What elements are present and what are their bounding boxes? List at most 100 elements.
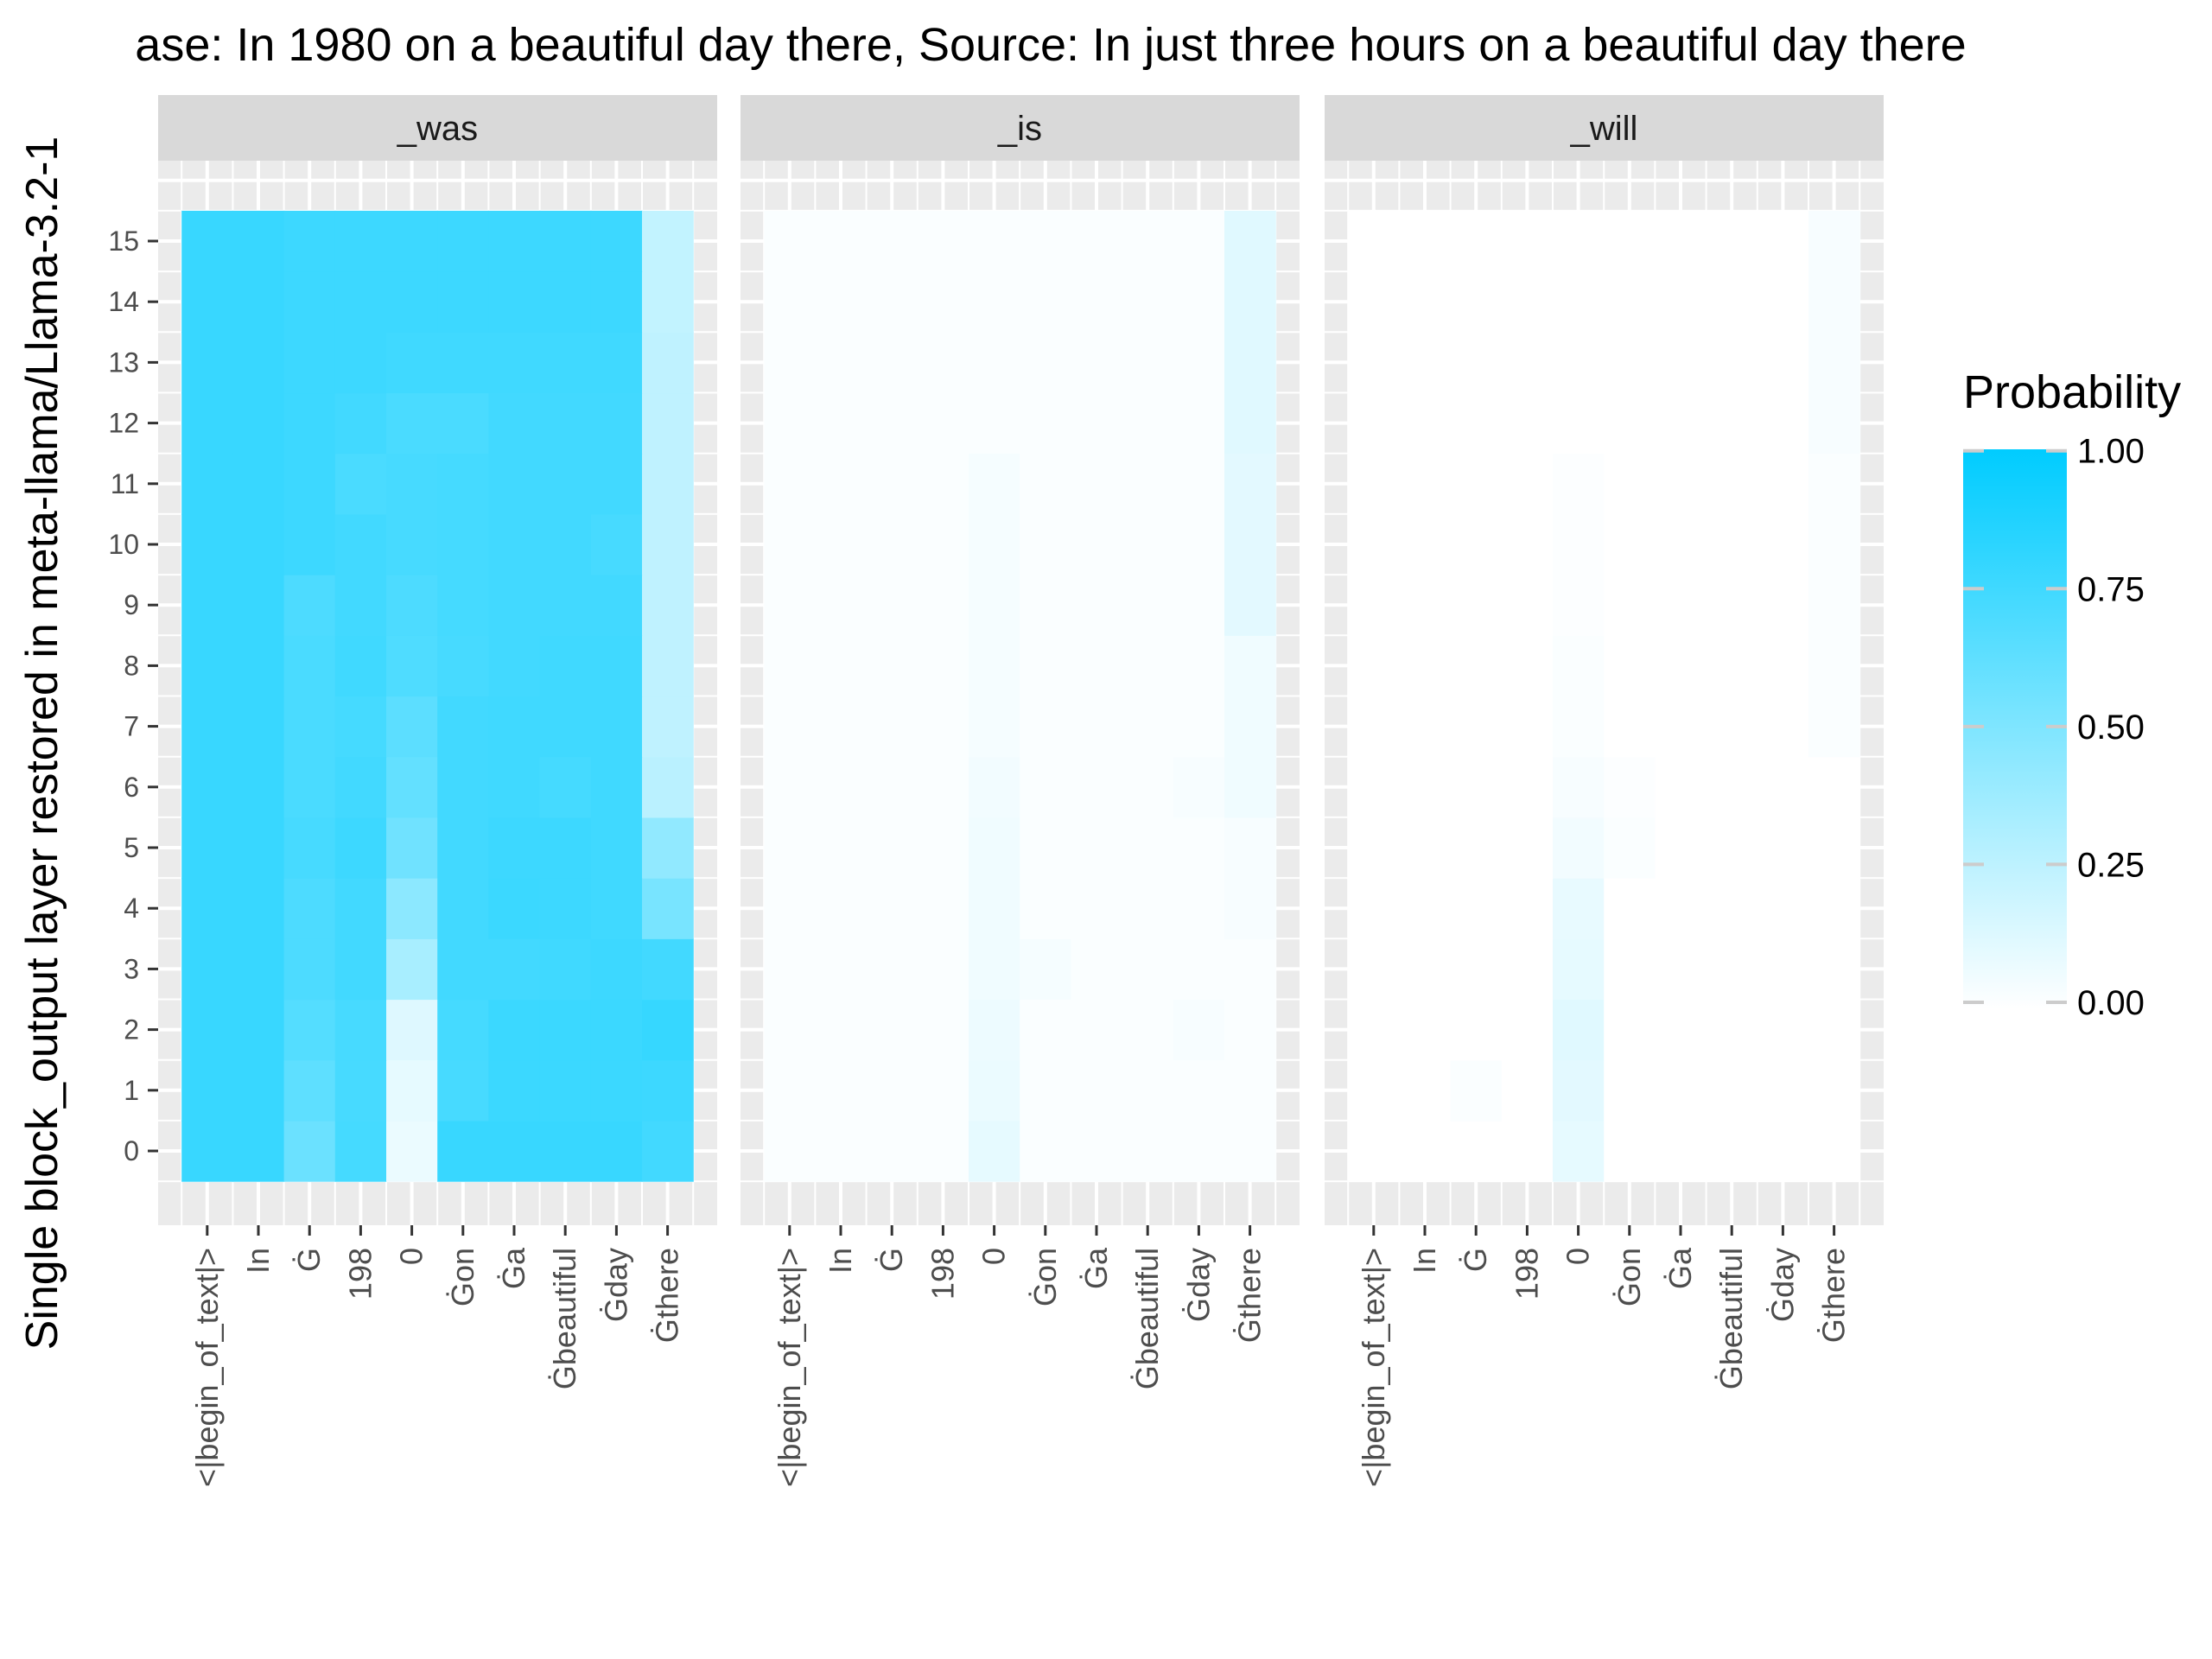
y-tick-label: 5 — [124, 832, 139, 863]
heatmap-tile — [232, 817, 285, 879]
heatmap-tile — [1122, 210, 1174, 272]
heatmap-tile — [232, 575, 285, 636]
heatmap-tile — [1757, 999, 1809, 1061]
heatmap-tile — [764, 878, 816, 939]
heatmap-tile — [1706, 1059, 1758, 1122]
heatmap-tile — [1757, 513, 1809, 575]
heatmap-tiles — [764, 210, 1276, 1182]
x-tick-label: Ġa — [496, 1247, 531, 1289]
x-axis: <|begin_of_text|> In Ġ 198 0 Ġon Ġa Ġbeautiful Ġ… — [772, 1225, 1268, 1487]
heatmap-tile — [1757, 453, 1809, 515]
heatmap-tile — [181, 453, 233, 515]
heatmap-tile — [1757, 575, 1809, 636]
x-tick-label: Ġ — [1458, 1248, 1493, 1272]
y-tick-label: 12 — [108, 408, 139, 439]
heatmap-tile — [334, 332, 387, 394]
heatmap-tile — [437, 635, 489, 697]
heatmap-tile — [917, 453, 969, 515]
x-tick-label: 0 — [976, 1248, 1012, 1265]
legend-title: Probability — [1963, 366, 2181, 418]
heatmap-tile — [1501, 756, 1554, 818]
heatmap-tile — [1553, 817, 1605, 879]
heatmap-tile — [1604, 1120, 1656, 1182]
heatmap-tile — [181, 332, 233, 394]
heatmap-tile — [866, 938, 918, 1001]
heatmap-tile — [1348, 1059, 1400, 1122]
heatmap-tile — [1706, 999, 1758, 1061]
heatmap-tile — [1020, 696, 1071, 758]
heatmap-tile — [386, 938, 438, 1001]
heatmap-tile — [1553, 1059, 1605, 1122]
heatmap-tile — [1706, 756, 1758, 818]
y-axis-label: Single block_output layer restored in me… — [17, 137, 67, 1351]
heatmap-tile — [283, 878, 336, 939]
heatmap-tile — [1173, 756, 1225, 818]
heatmap-tile — [590, 817, 643, 879]
x-tick-label: Ġon — [1027, 1248, 1063, 1306]
heatmap-tile — [1122, 635, 1174, 697]
heatmap-tile — [334, 938, 387, 1001]
heatmap-tile — [1224, 210, 1276, 272]
heatmap-tile — [1450, 817, 1503, 879]
facet-panel: _is <|begin_of_text|> In Ġ 198 0 Ġon Ġa Ġbeautif… — [741, 95, 1300, 1487]
heatmap-tile — [232, 756, 285, 818]
heatmap-tile — [1808, 635, 1860, 697]
heatmap-tile — [1604, 756, 1656, 818]
heatmap-tile — [181, 756, 233, 818]
heatmap-tile — [181, 817, 233, 879]
heatmap-tile — [1604, 513, 1656, 575]
heatmap-tile — [232, 392, 285, 454]
heatmap-tile — [1348, 817, 1400, 879]
heatmap-tile — [539, 696, 592, 758]
heatmap-tile — [283, 513, 336, 575]
heatmap-tile — [1706, 635, 1758, 697]
heatmap-tile — [1224, 817, 1276, 879]
heatmap-tile — [764, 392, 816, 454]
heatmap-tile — [969, 332, 1020, 394]
heatmap-tile — [866, 696, 918, 758]
heatmap-tile — [386, 756, 438, 818]
heatmap-tile — [1450, 878, 1503, 939]
heatmap-tile — [642, 210, 694, 272]
heatmap-tile — [1071, 938, 1123, 1001]
heatmap-tile — [283, 392, 336, 454]
heatmap-tile — [1604, 878, 1656, 939]
heatmap-tile — [866, 817, 918, 879]
heatmap-tile — [386, 878, 438, 939]
x-tick-label: Ġthere — [650, 1248, 685, 1343]
heatmap-tile — [386, 635, 438, 697]
heatmap-tile — [539, 332, 592, 394]
heatmap-tile — [437, 1059, 489, 1122]
x-tick-label: Ġday — [598, 1248, 633, 1322]
heatmap-tile — [1348, 513, 1400, 575]
heatmap-tile — [1020, 878, 1071, 939]
heatmap-tile — [866, 635, 918, 697]
heatmap-tile — [815, 817, 868, 879]
heatmap-tile — [181, 271, 233, 333]
heatmap-tile — [642, 696, 694, 758]
x-tick-label: Ġbeautiful — [547, 1248, 582, 1389]
heatmap-tile — [917, 392, 969, 454]
heatmap-tile — [969, 756, 1020, 818]
heatmap-tile — [539, 392, 592, 454]
heatmap-tile — [1399, 332, 1452, 394]
heatmap-tile — [1501, 332, 1554, 394]
heatmap-tile — [1553, 575, 1605, 636]
heatmap-tile — [1071, 635, 1123, 697]
heatmap-tile — [1450, 696, 1503, 758]
heatmap-tile — [334, 1059, 387, 1122]
x-tick-label: 198 — [925, 1248, 960, 1300]
heatmap-tile — [642, 878, 694, 939]
heatmap-tile — [1122, 332, 1174, 394]
heatmap-tile — [1706, 878, 1758, 939]
heatmap-tile — [1224, 878, 1276, 939]
heatmap-tile — [1399, 575, 1452, 636]
heatmap-tile — [1655, 878, 1707, 939]
heatmap-tile — [1655, 938, 1707, 1001]
heatmap-tile — [386, 392, 438, 454]
heatmap-tile — [1450, 575, 1503, 636]
heatmap-tile — [764, 696, 816, 758]
heatmap-tile — [539, 635, 592, 697]
heatmap-tile — [917, 999, 969, 1061]
